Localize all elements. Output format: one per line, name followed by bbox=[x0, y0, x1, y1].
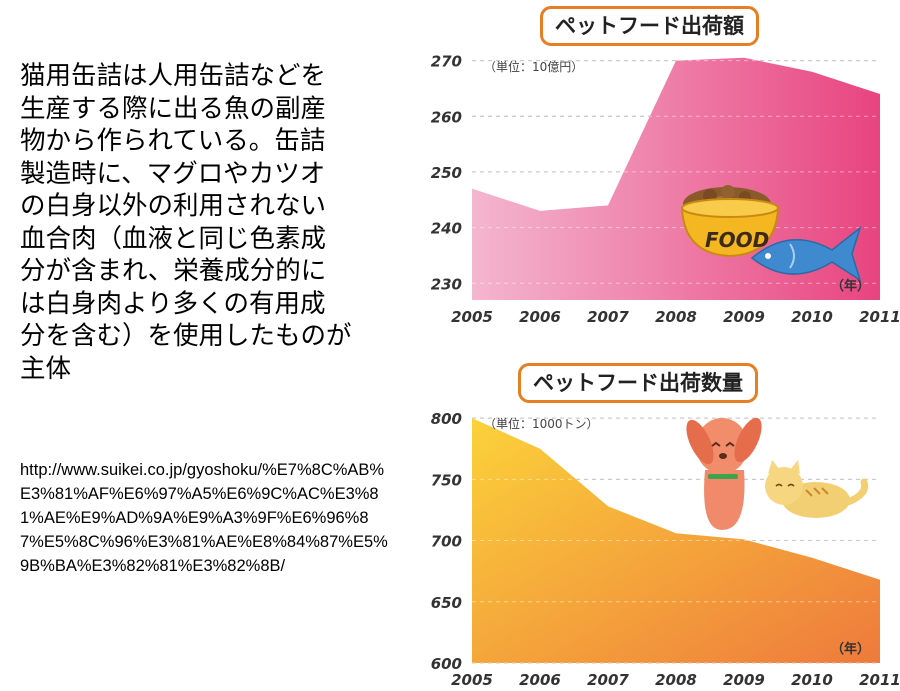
area-series bbox=[472, 57, 880, 301]
x-tick-label: 2009 bbox=[723, 308, 765, 326]
data-point bbox=[607, 204, 610, 207]
data-point bbox=[675, 59, 678, 62]
unit-label: （単位：10億円） bbox=[484, 59, 583, 74]
x-tick-label: 2011 bbox=[859, 671, 900, 689]
chart-title-shipment-volume: ペットフード出荷数量 bbox=[518, 363, 758, 403]
x-tick-label: 2005 bbox=[451, 308, 493, 326]
data-point bbox=[539, 209, 542, 212]
chart-title-shipment-value: ペットフード出荷額 bbox=[540, 6, 759, 46]
x-tick-label: 2007 bbox=[587, 308, 629, 326]
x-tick-label: 2011 bbox=[859, 308, 900, 326]
data-point bbox=[743, 538, 746, 541]
y-tick-label: 700 bbox=[431, 533, 462, 551]
bowl-label: FOOD bbox=[705, 228, 769, 252]
x-tick-label: 2006 bbox=[519, 308, 561, 326]
x-tick-label: 2009 bbox=[723, 671, 765, 689]
x-tick-label: 2010 bbox=[791, 671, 833, 689]
chart-shipment-volume: 600 650 700 750 800 2005 2006 2007 2008 2009 2010 2… bbox=[431, 410, 900, 689]
data-point bbox=[539, 447, 542, 450]
y-tick-label: 270 bbox=[431, 53, 462, 71]
x-tick-label: 2008 bbox=[655, 671, 697, 689]
data-point bbox=[607, 505, 610, 508]
data-point bbox=[879, 92, 882, 95]
data-point bbox=[743, 56, 746, 59]
data-point bbox=[675, 532, 678, 535]
y-tick-label: 600 bbox=[431, 655, 462, 673]
area-series bbox=[472, 418, 880, 663]
x-unit-label: （年） bbox=[831, 641, 870, 657]
y-tick-label: 240 bbox=[431, 220, 462, 238]
description-text: 猫用缶詰は人用缶詰などを 生産する際に出る魚の副産 物から作られている。缶詰 製… bbox=[20, 61, 352, 384]
y-tick-label: 230 bbox=[431, 275, 462, 293]
y-tick-label: 260 bbox=[431, 108, 462, 126]
chart-shipment-value: 230 240 250 260 270 2005 2006 2007 2008 2009 2010 2… bbox=[431, 53, 900, 326]
y-tick-label: 750 bbox=[431, 471, 462, 489]
x-tick-label: 2006 bbox=[519, 671, 561, 689]
x-unit-label: （年） bbox=[831, 278, 870, 294]
data-point bbox=[811, 70, 814, 73]
x-tick-label: 2008 bbox=[655, 308, 697, 326]
data-point bbox=[471, 417, 474, 420]
data-point bbox=[879, 578, 882, 581]
food-bowl-and-fish-icon: FOOD bbox=[680, 185, 862, 282]
y-tick-label: 250 bbox=[431, 164, 462, 182]
x-tick-label: 2007 bbox=[587, 671, 629, 689]
y-tick-label: 650 bbox=[431, 594, 462, 612]
dog-and-cat-icon bbox=[686, 417, 869, 530]
x-tick-label: 2005 bbox=[451, 671, 493, 689]
source-url[interactable]: http://www.suikei.co.jp/gyoshoku/%E7%8C%… bbox=[20, 461, 388, 575]
unit-label: （単位：1000トン） bbox=[484, 416, 599, 431]
x-tick-label: 2010 bbox=[791, 308, 833, 326]
y-tick-label: 800 bbox=[431, 410, 462, 428]
data-point bbox=[471, 187, 474, 190]
data-point bbox=[811, 556, 814, 559]
